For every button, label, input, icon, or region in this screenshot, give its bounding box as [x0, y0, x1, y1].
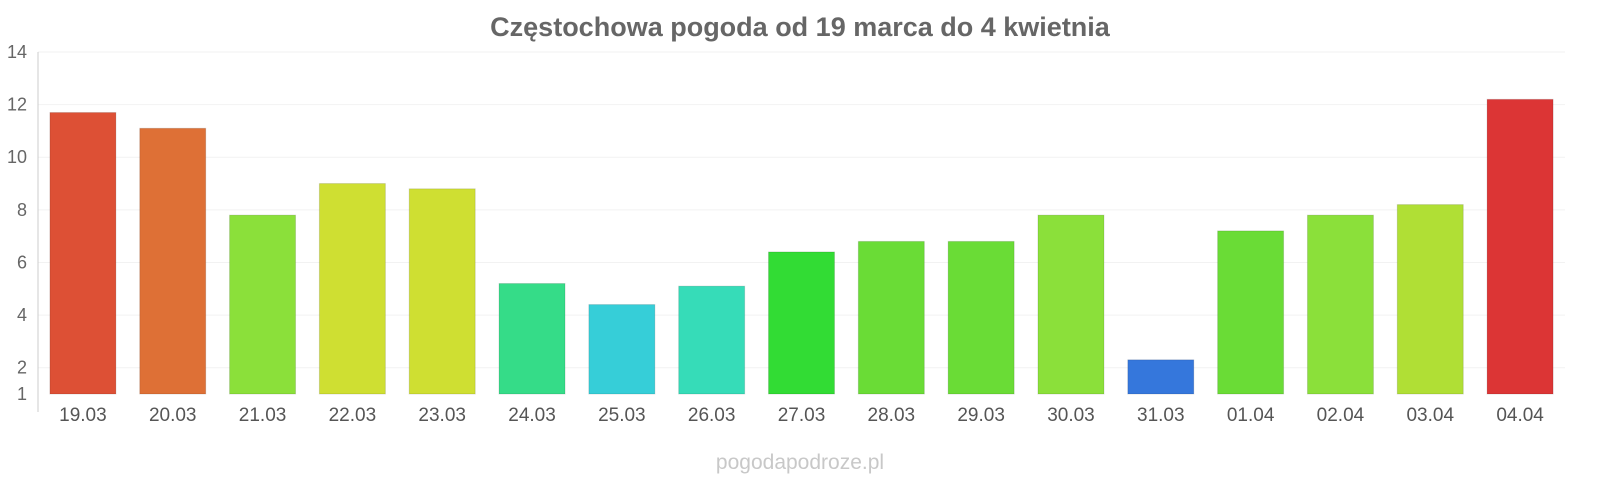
x-tick-label: 26.03	[688, 405, 736, 426]
y-tick-label: 1	[17, 384, 27, 404]
bar	[229, 214, 297, 395]
bar	[1127, 359, 1195, 395]
bar	[49, 112, 117, 395]
x-tick-label: 31.03	[1137, 405, 1185, 426]
bar	[588, 304, 656, 395]
y-tick-label: 2	[17, 358, 27, 378]
bar	[408, 188, 476, 395]
x-tick-label: 23.03	[418, 405, 466, 426]
bar	[318, 183, 386, 395]
y-tick-label: 14	[7, 42, 27, 62]
x-axis-ticks: 19.03 20.03 21.03 22.03 23.03 24.03 25.03 26.03…	[59, 405, 1544, 426]
bar	[498, 283, 566, 395]
x-tick-label: 29.03	[957, 405, 1005, 426]
bar	[857, 240, 925, 395]
bar	[947, 240, 1015, 395]
x-tick-label: 03.04	[1406, 405, 1454, 426]
bars	[49, 98, 1554, 395]
bar	[1306, 214, 1374, 395]
y-tick-label: 4	[17, 305, 27, 325]
bar	[678, 285, 746, 395]
y-tick-label: 10	[7, 147, 27, 167]
bar	[1037, 214, 1105, 395]
x-tick-label: 27.03	[778, 405, 826, 426]
y-tick-label: 8	[17, 200, 27, 220]
bar	[1217, 230, 1285, 395]
y-tick-label: 12	[7, 95, 27, 115]
x-tick-label: 20.03	[149, 405, 197, 426]
x-tick-label: 22.03	[329, 405, 377, 426]
bar	[139, 127, 207, 395]
x-tick-label: 24.03	[508, 405, 556, 426]
chart-title: Częstochowa pogoda od 19 marca do 4 kwie…	[490, 12, 1111, 42]
x-tick-label: 25.03	[598, 405, 646, 426]
x-tick-label: 19.03	[59, 405, 107, 426]
bar	[1396, 204, 1464, 395]
x-tick-label: 01.04	[1227, 405, 1275, 426]
x-tick-label: 21.03	[239, 405, 287, 426]
watermark: pogodapodroze.pl	[716, 451, 884, 474]
bar	[1486, 98, 1554, 395]
bar	[768, 251, 835, 395]
x-tick-label: 04.04	[1496, 405, 1544, 426]
x-tick-label: 28.03	[868, 405, 916, 426]
x-tick-label: 30.03	[1047, 405, 1095, 426]
y-tick-label: 6	[17, 252, 27, 272]
x-tick-label: 02.04	[1317, 405, 1365, 426]
